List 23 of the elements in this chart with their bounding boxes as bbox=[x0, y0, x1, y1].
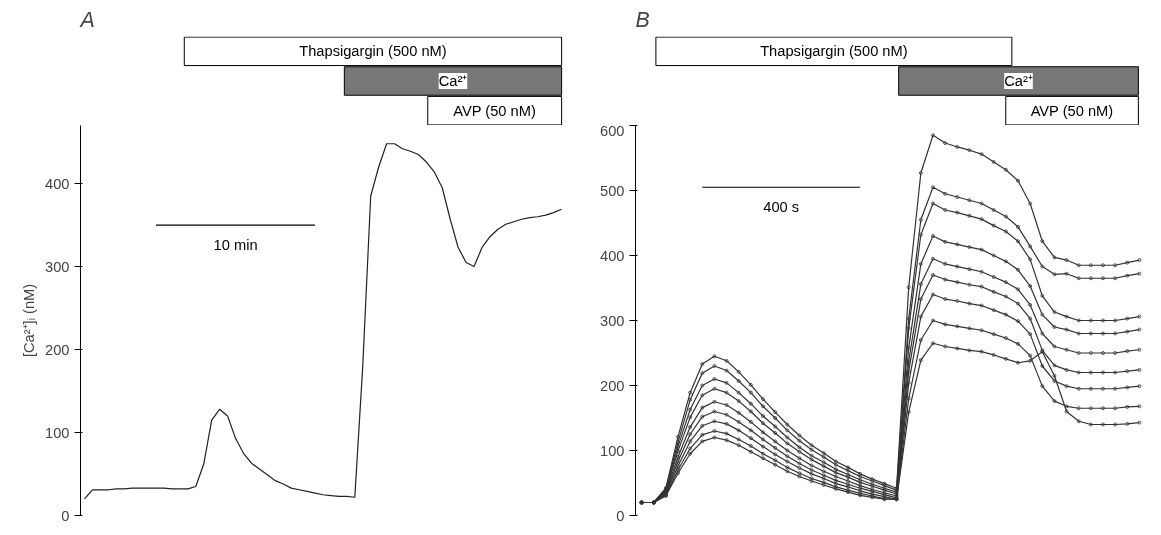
text: Thapsigargin (500 nM) bbox=[299, 43, 447, 60]
annotation: 10 min bbox=[213, 236, 258, 253]
y-tick-label: 100 bbox=[45, 424, 70, 441]
y-tick-label: 0 bbox=[61, 507, 70, 524]
text: AVP (50 nM) bbox=[453, 102, 536, 119]
y-tick-label: 400 bbox=[45, 175, 70, 192]
y-tick-label: 600 bbox=[600, 122, 625, 139]
y-axis-title: [Ca²⁺]ᵢ (nM) bbox=[21, 283, 38, 358]
y-tick-label: 100 bbox=[600, 442, 625, 459]
y-tick-label: 200 bbox=[45, 341, 70, 358]
y-tick-label: 0 bbox=[616, 507, 625, 524]
text: AVP (50 nM) bbox=[1030, 102, 1114, 119]
y-tick-label: 500 bbox=[600, 182, 625, 199]
text: Ca²⁺ bbox=[438, 73, 468, 89]
chart-title: A bbox=[78, 7, 95, 32]
chart-title: B bbox=[635, 7, 650, 32]
y-tick-label: 400 bbox=[600, 247, 625, 264]
text: Thapsigargin (500 nM) bbox=[760, 43, 908, 60]
text: Ca²⁺ bbox=[1004, 73, 1033, 89]
y-tick-label: 200 bbox=[600, 377, 625, 394]
y-tick-label: 300 bbox=[45, 258, 70, 275]
y-tick-label: 300 bbox=[600, 312, 625, 329]
annotation: 400 s bbox=[763, 198, 800, 215]
